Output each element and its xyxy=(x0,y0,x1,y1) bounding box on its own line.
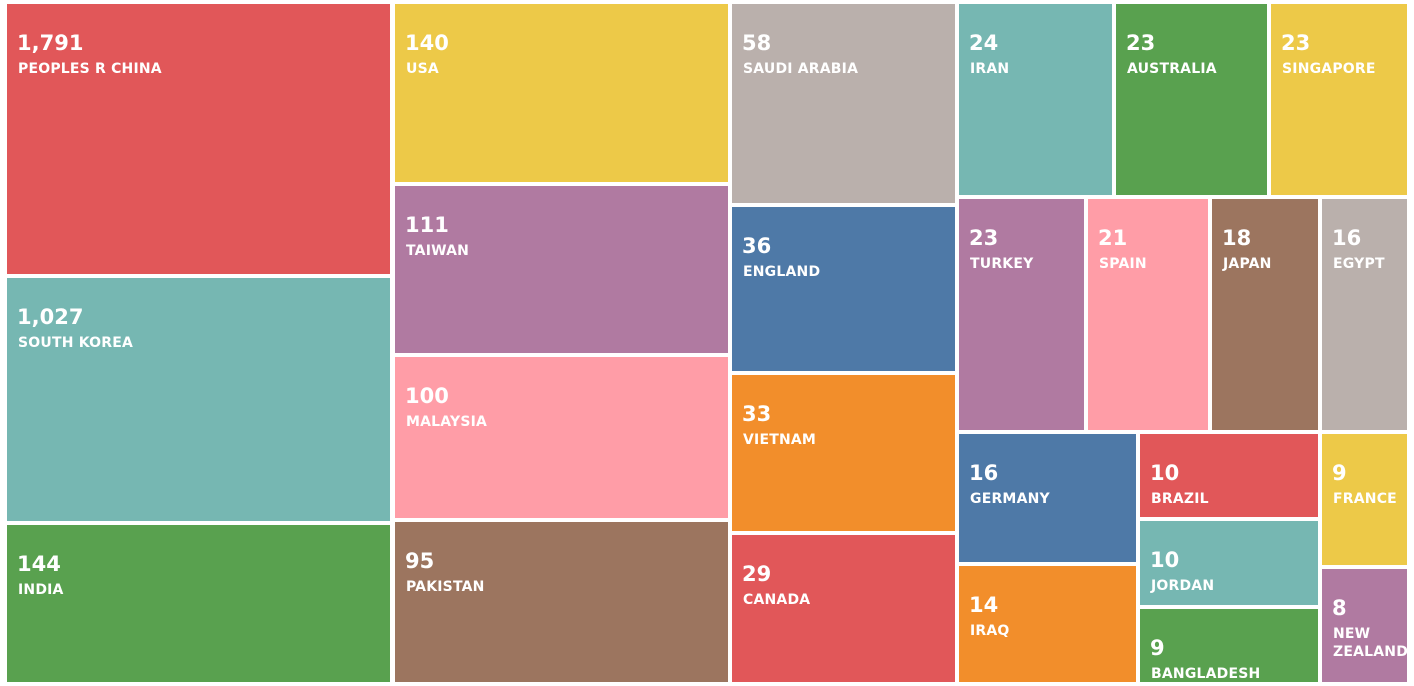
treemap-tile-saudi-arabia[interactable]: 58 SAUDI ARABIA xyxy=(732,4,955,203)
tile-value: 1,791 xyxy=(17,31,84,55)
tile-label: PAKISTAN xyxy=(406,579,485,595)
tile-label: CANADA xyxy=(743,592,811,608)
treemap-tile-egypt[interactable]: 16 EGYPT xyxy=(1322,199,1407,430)
tile-label: FRANCE xyxy=(1333,491,1397,507)
tile-label: AUSTRALIA xyxy=(1127,61,1217,77)
tile-label: USA xyxy=(406,61,439,77)
treemap-tile-vietnam[interactable]: 33 VIETNAM xyxy=(732,375,955,531)
tile-label: BANGLADESH xyxy=(1151,666,1261,682)
treemap-tile-spain[interactable]: 21 SPAIN xyxy=(1088,199,1208,430)
treemap-tile-south-korea[interactable]: 1,027 SOUTH KOREA xyxy=(7,278,390,521)
tile-value: 111 xyxy=(405,213,449,237)
tile-value: 23 xyxy=(1281,31,1311,55)
tile-label: EGYPT xyxy=(1333,256,1385,272)
tile-value: 144 xyxy=(17,552,61,576)
tile-value: 58 xyxy=(742,31,772,55)
tile-value: 95 xyxy=(405,549,435,573)
tile-label: IRAQ xyxy=(970,623,1010,639)
treemap-tile-malaysia[interactable]: 100 MALAYSIA xyxy=(395,357,728,518)
treemap-tile-canada[interactable]: 29 CANADA xyxy=(732,535,955,682)
treemap-tile-iran[interactable]: 24 IRAN xyxy=(959,4,1112,195)
tile-value: 24 xyxy=(969,31,999,55)
treemap-tile-jordan[interactable]: 10 JORDAN xyxy=(1140,521,1318,605)
treemap-tile-germany[interactable]: 16 GERMANY xyxy=(959,434,1136,562)
treemap-tile-australia[interactable]: 23 AUSTRALIA xyxy=(1116,4,1267,195)
tile-label: SAUDI ARABIA xyxy=(743,61,859,77)
treemap-tile-japan[interactable]: 18 JAPAN xyxy=(1212,199,1318,430)
treemap-tile-turkey[interactable]: 23 TURKEY xyxy=(959,199,1084,430)
treemap-tile-iraq[interactable]: 14 IRAQ xyxy=(959,566,1136,682)
tile-label: IRAN xyxy=(970,61,1010,77)
tile-label: VIETNAM xyxy=(743,432,817,448)
treemap-tile-india[interactable]: 144 INDIA xyxy=(7,525,390,682)
tile-value: 1,027 xyxy=(17,305,84,329)
treemap-tile-pakistan[interactable]: 95 PAKISTAN xyxy=(395,522,728,682)
tile-label: JORDAN xyxy=(1151,578,1215,594)
treemap-tile-usa[interactable]: 140 USA xyxy=(395,4,728,182)
tile-value: 23 xyxy=(969,226,999,250)
tile-value: 36 xyxy=(742,234,772,258)
treemap-tile-singapore[interactable]: 23 SINGAPORE xyxy=(1271,4,1407,195)
tile-value: 140 xyxy=(405,31,449,55)
treemap-tile-france[interactable]: 9 FRANCE xyxy=(1322,434,1407,565)
tile-label: GERMANY xyxy=(970,491,1050,507)
tile-label: BRAZIL xyxy=(1151,491,1209,507)
tile-label: INDIA xyxy=(18,582,64,598)
tile-label: SOUTH KOREA xyxy=(18,335,133,351)
tile-value: 9 xyxy=(1332,461,1347,485)
tile-label: PEOPLES R CHINA xyxy=(18,61,162,77)
tile-value: 21 xyxy=(1098,226,1128,250)
tile-value: 33 xyxy=(742,402,772,426)
tile-value: 8 xyxy=(1332,596,1347,620)
treemap-tile-taiwan[interactable]: 111 TAIWAN xyxy=(395,186,728,353)
treemap-tile-bangladesh[interactable]: 9 BANGLADESH xyxy=(1140,609,1318,682)
tile-value: 100 xyxy=(405,384,449,408)
tile-label: TURKEY xyxy=(970,256,1034,272)
tile-label: SPAIN xyxy=(1099,256,1147,272)
tile-value: 16 xyxy=(969,461,999,485)
treemap-tile-england[interactable]: 36 ENGLAND xyxy=(732,207,955,371)
tile-value: 29 xyxy=(742,562,772,586)
treemap-tile-new-zealand[interactable]: 8 NEW ZEALAND xyxy=(1322,569,1407,682)
tile-value: 10 xyxy=(1150,548,1180,572)
tile-label: ENGLAND xyxy=(743,264,821,280)
tile-value: 16 xyxy=(1332,226,1362,250)
treemap-tile-brazil[interactable]: 10 BRAZIL xyxy=(1140,434,1318,517)
tile-label: TAIWAN xyxy=(406,243,470,259)
tile-label: SINGAPORE xyxy=(1282,61,1376,77)
tile-label: JAPAN xyxy=(1223,256,1272,272)
tile-label: MALAYSIA xyxy=(406,414,488,430)
treemap-tile-peoples-r-china[interactable]: 1,791 PEOPLES R CHINA xyxy=(7,4,390,274)
tile-value: 23 xyxy=(1126,31,1156,55)
tile-value: 10 xyxy=(1150,461,1180,485)
tile-value: 9 xyxy=(1150,636,1165,660)
tile-value: 18 xyxy=(1222,226,1252,250)
tile-value: 14 xyxy=(969,593,999,617)
tile-label: NEW ZEALAND xyxy=(1333,626,1407,660)
